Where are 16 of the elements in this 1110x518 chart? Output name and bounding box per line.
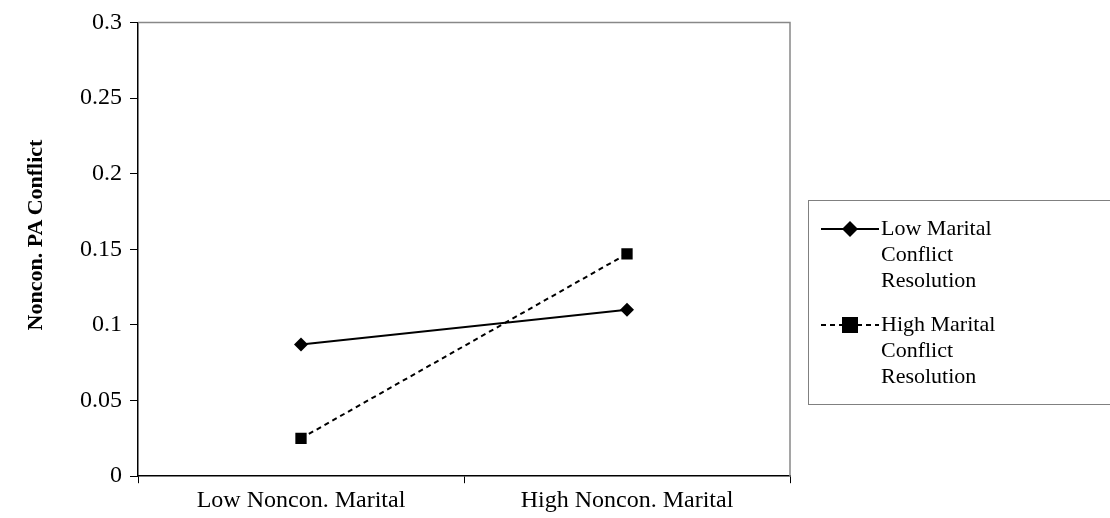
- y-tick-label: 0: [110, 461, 122, 488]
- y-axis-title: Noncon. PA Conflict: [22, 139, 48, 331]
- point: [620, 302, 634, 317]
- point: [621, 248, 633, 260]
- legend-label: Low Marital Conflict Resolution: [881, 215, 993, 293]
- y-tick-label: 0.2: [92, 158, 122, 185]
- legend-label: High Marital Conflict Resolution: [881, 311, 997, 389]
- y-tick-label: 0.1: [92, 310, 122, 337]
- x-tick-label: Low Noncon. Marital: [196, 485, 406, 512]
- y-tick-label: 0.05: [80, 385, 122, 412]
- x-tick-label: High Noncon. Marital: [520, 485, 734, 512]
- y-tick-label: 0.25: [80, 83, 122, 110]
- point: [294, 337, 308, 352]
- y-tick-label: 0.3: [92, 7, 122, 34]
- y-tick-label: 0.15: [80, 234, 122, 261]
- point: [295, 432, 307, 445]
